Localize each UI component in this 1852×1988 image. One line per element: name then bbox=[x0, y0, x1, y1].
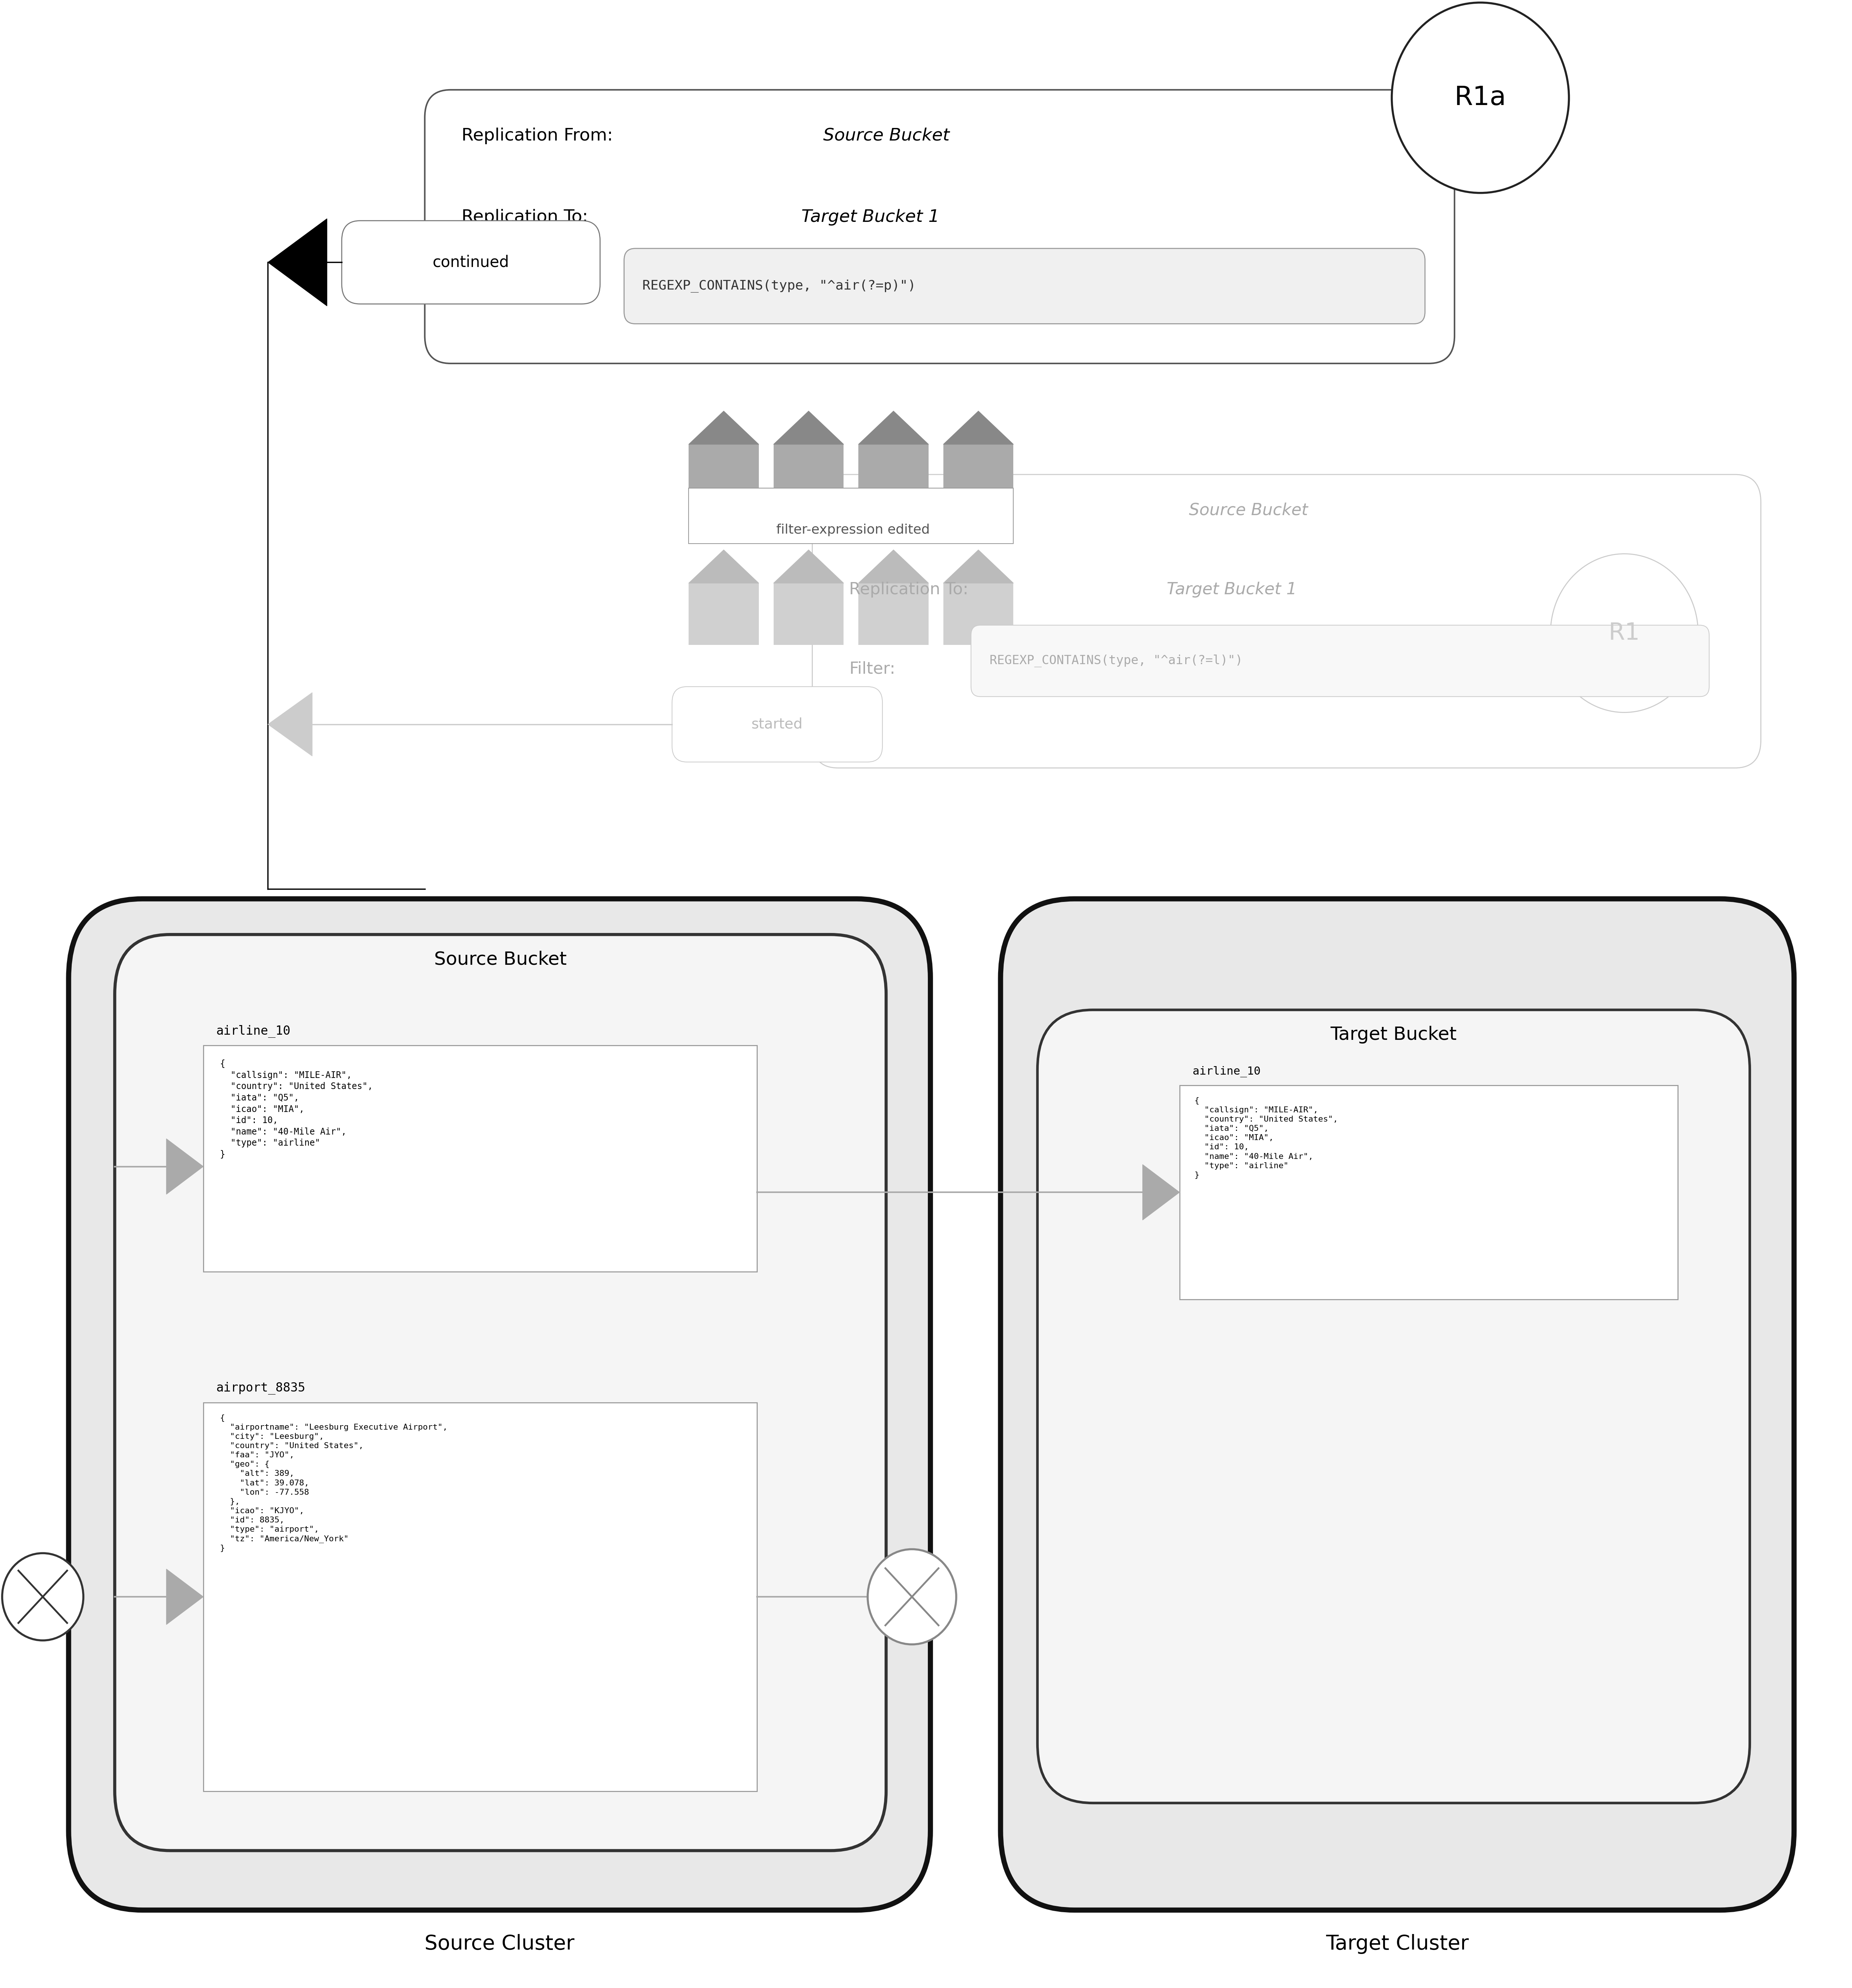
Circle shape bbox=[2, 1553, 83, 1640]
Text: Source Bucket: Source Bucket bbox=[433, 950, 567, 968]
FancyBboxPatch shape bbox=[970, 624, 1709, 696]
Bar bbox=[943, 582, 1013, 644]
Text: Target Bucket 1: Target Bucket 1 bbox=[802, 209, 939, 225]
Text: Source Bucket: Source Bucket bbox=[1189, 503, 1308, 519]
Text: Source Bucket: Source Bucket bbox=[824, 127, 950, 143]
Text: R1: R1 bbox=[1609, 622, 1641, 644]
Circle shape bbox=[1550, 555, 1698, 712]
Text: REGEXP_CONTAINS(type, "^air(?=l)"): REGEXP_CONTAINS(type, "^air(?=l)") bbox=[989, 654, 1243, 668]
Text: continued: continued bbox=[433, 254, 509, 270]
Polygon shape bbox=[774, 412, 845, 445]
FancyBboxPatch shape bbox=[343, 221, 600, 304]
Text: Target Bucket: Target Bucket bbox=[1330, 1026, 1458, 1044]
Bar bbox=[689, 582, 759, 644]
Text: REGEXP_CONTAINS(type, "^air(?=p)"): REGEXP_CONTAINS(type, "^air(?=p)") bbox=[643, 280, 917, 292]
FancyBboxPatch shape bbox=[69, 899, 930, 1910]
Polygon shape bbox=[689, 412, 759, 445]
Polygon shape bbox=[859, 412, 928, 445]
Polygon shape bbox=[943, 551, 1013, 582]
Text: airline_10: airline_10 bbox=[217, 1026, 291, 1038]
Polygon shape bbox=[269, 692, 313, 755]
FancyBboxPatch shape bbox=[115, 934, 885, 1851]
Text: Replication To:: Replication To: bbox=[461, 209, 594, 225]
Text: airport_8835: airport_8835 bbox=[217, 1382, 306, 1394]
Bar bbox=[1180, 1085, 1678, 1300]
Bar bbox=[689, 445, 759, 507]
Text: filter-expression edited: filter-expression edited bbox=[776, 523, 930, 537]
Text: R1a: R1a bbox=[1454, 85, 1506, 111]
Text: Filter:: Filter: bbox=[461, 288, 511, 304]
Circle shape bbox=[1391, 2, 1569, 193]
Polygon shape bbox=[689, 551, 759, 582]
Text: Source Cluster: Source Cluster bbox=[424, 1934, 574, 1954]
Polygon shape bbox=[1143, 1165, 1180, 1221]
FancyBboxPatch shape bbox=[1037, 1010, 1750, 1803]
Text: Filter:: Filter: bbox=[850, 660, 895, 676]
Bar bbox=[943, 445, 1013, 507]
Text: {
  "airportname": "Leesburg Executive Airport",
  "city": "Leesburg",
  "countr: { "airportname": "Leesburg Executive Air… bbox=[220, 1413, 448, 1553]
Text: Replication To:: Replication To: bbox=[850, 582, 974, 598]
FancyBboxPatch shape bbox=[672, 686, 882, 761]
Polygon shape bbox=[167, 1139, 204, 1195]
FancyBboxPatch shape bbox=[624, 248, 1424, 324]
Polygon shape bbox=[943, 412, 1013, 445]
Text: {
  "callsign": "MILE-AIR",
  "country": "United States",
  "iata": "Q5",
  "ica: { "callsign": "MILE-AIR", "country": "Un… bbox=[1195, 1097, 1337, 1179]
Bar bbox=[859, 445, 928, 507]
Text: Replication From:: Replication From: bbox=[461, 127, 619, 143]
FancyBboxPatch shape bbox=[813, 475, 1761, 767]
Bar bbox=[204, 1402, 757, 1791]
Polygon shape bbox=[859, 551, 928, 582]
FancyBboxPatch shape bbox=[1000, 899, 1795, 1910]
Text: Target Cluster: Target Cluster bbox=[1326, 1934, 1469, 1954]
Text: {
  "callsign": "MILE-AIR",
  "country": "United States",
  "iata": "Q5",
  "ica: { "callsign": "MILE-AIR", "country": "Un… bbox=[220, 1060, 372, 1159]
Text: airline_10: airline_10 bbox=[1193, 1066, 1261, 1077]
Polygon shape bbox=[269, 219, 328, 306]
Text: started: started bbox=[752, 718, 804, 732]
Bar bbox=[204, 1046, 757, 1272]
Polygon shape bbox=[774, 551, 845, 582]
Circle shape bbox=[869, 1549, 956, 1644]
Bar bbox=[774, 445, 845, 507]
Text: Target Bucket 1: Target Bucket 1 bbox=[1167, 582, 1296, 598]
Text: Replication From:: Replication From: bbox=[850, 503, 996, 519]
Bar bbox=[774, 582, 845, 644]
FancyBboxPatch shape bbox=[424, 89, 1454, 364]
Bar bbox=[689, 487, 1013, 543]
Bar bbox=[859, 582, 928, 644]
Polygon shape bbox=[167, 1569, 204, 1624]
